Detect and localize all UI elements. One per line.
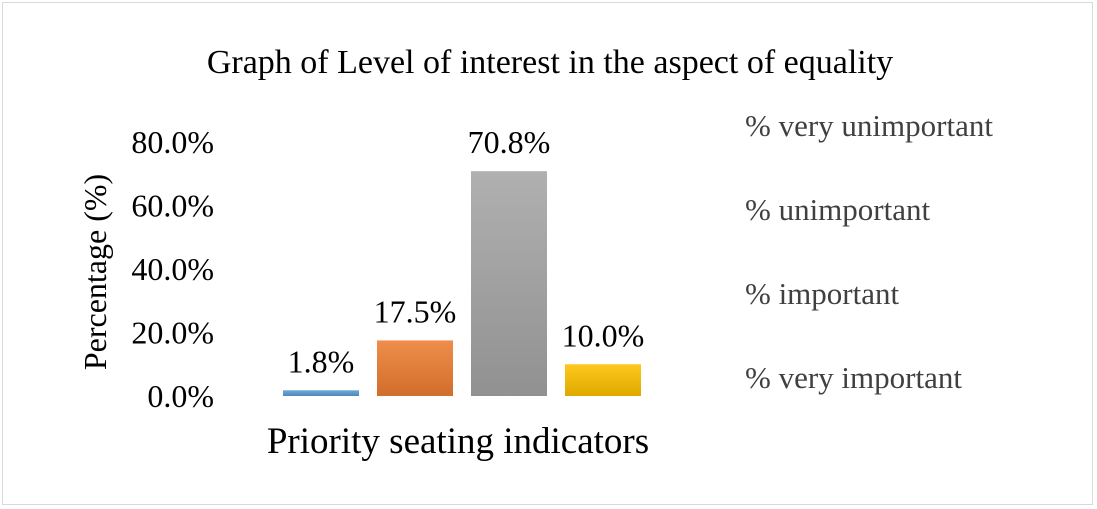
- data-label-3: 70.8%: [468, 124, 551, 160]
- chart-title: Graph of Level of interest in the aspect…: [207, 44, 893, 81]
- legend: % very unimportant % unimportant % importa…: [745, 108, 993, 395]
- y-tick-label: 20.0%: [131, 315, 214, 351]
- y-tick-label: 0.0%: [147, 378, 214, 414]
- y-tick-label: 40.0%: [131, 251, 214, 287]
- legend-entry-1: % very unimportant: [745, 108, 993, 143]
- y-tick-label: 80.0%: [131, 124, 214, 160]
- bar-2: [377, 340, 453, 396]
- legend-entry-2: % unimportant: [745, 192, 930, 227]
- legend-entry-4: % very important: [745, 360, 962, 395]
- y-tick-labels: 0.0% 20.0% 40.0% 60.0% 80.0%: [131, 124, 214, 414]
- y-tick-label: 60.0%: [131, 188, 214, 224]
- bar-4: [565, 364, 641, 396]
- legend-entry-3: % important: [745, 276, 899, 311]
- bar-3: [471, 171, 547, 396]
- x-axis-label: Priority seating indicators: [267, 421, 649, 462]
- y-axis-label: Percentage (%): [77, 174, 113, 370]
- data-label-1: 1.8%: [288, 343, 355, 379]
- data-label-2: 17.5%: [374, 293, 457, 329]
- data-label-4: 10.0%: [562, 317, 645, 353]
- bar-1: [283, 390, 359, 396]
- data-labels-group: 1.8% 17.5% 70.8% 10.0%: [288, 124, 645, 379]
- bars-group: [283, 171, 641, 396]
